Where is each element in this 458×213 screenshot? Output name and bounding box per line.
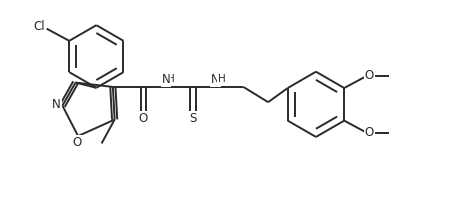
- Text: N: N: [211, 73, 220, 86]
- Text: O: O: [365, 69, 374, 82]
- Text: H: H: [218, 74, 226, 84]
- Text: H: H: [167, 74, 174, 84]
- Text: N: N: [52, 98, 61, 111]
- Text: N: N: [162, 73, 170, 86]
- Text: O: O: [139, 112, 148, 125]
- Text: O: O: [365, 126, 374, 139]
- Text: S: S: [189, 112, 196, 125]
- Text: Cl: Cl: [33, 20, 44, 33]
- Text: O: O: [73, 136, 82, 149]
